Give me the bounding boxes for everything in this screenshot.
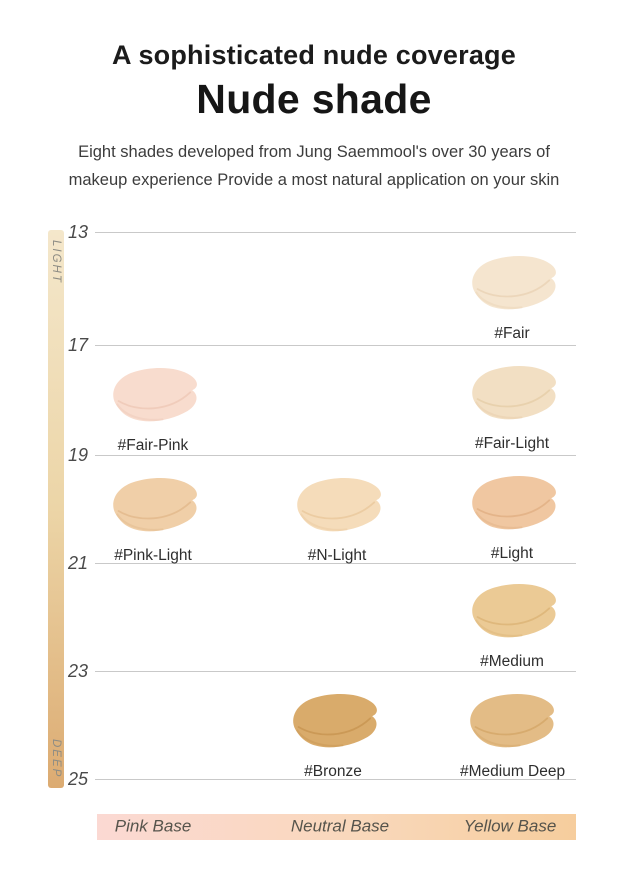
makeup-smear-icon	[472, 584, 556, 638]
gridline-25	[95, 779, 576, 780]
shade-label-pink-light: #Pink-Light	[114, 547, 192, 564]
shade-label-light: #Light	[490, 545, 534, 562]
gridline-21	[95, 563, 576, 564]
subtitle-line-2: makeup experience Provide a most natural…	[68, 171, 560, 189]
depth-tick-21: 21	[67, 553, 88, 573]
depth-axis-deep-label: DEEP	[50, 738, 62, 778]
depth-tick-23: 23	[67, 661, 88, 681]
page-title: Nude shade	[196, 76, 432, 122]
depth-tick-19: 19	[67, 445, 88, 465]
makeup-smear-icon	[297, 478, 381, 532]
depth-tick-25: 25	[67, 769, 88, 789]
gridline-19	[95, 455, 576, 456]
makeup-smear-icon	[293, 694, 377, 748]
makeup-smear-icon	[472, 366, 556, 420]
subtitle-line-1: Eight shades developed from Jung Saemmoo…	[78, 143, 550, 161]
base-axis-bar: Pink Base Neutral Base Yellow Base	[97, 814, 576, 840]
shade-label-fair-pink: #Fair-Pink	[117, 437, 189, 454]
shade-swatch-medium: #Medium	[462, 578, 562, 671]
shade-swatch-bronze: #Bronze	[283, 688, 383, 781]
shade-swatch-fair-pink: #Fair-Pink	[103, 362, 203, 455]
gridline-17	[95, 345, 576, 346]
shade-swatch-fair-light: #Fair-Light	[462, 360, 562, 453]
base-label-yellow: Yellow Base	[463, 816, 557, 836]
shade-swatch-pink-light: #Pink-Light	[103, 472, 203, 565]
shade-label-bronze: #Bronze	[304, 763, 362, 780]
gridline-13	[95, 232, 576, 233]
gridline-23	[95, 671, 576, 672]
makeup-smear-icon	[113, 478, 197, 532]
shade-swatch-light: #Light	[462, 470, 562, 563]
tagline: A sophisticated nude coverage	[112, 40, 516, 70]
depth-tick-17: 17	[67, 335, 88, 355]
makeup-smear-icon	[472, 476, 556, 530]
shade-swatch-n-light: #N-Light	[287, 472, 387, 565]
shade-swatch-fair: #Fair	[462, 250, 562, 343]
base-label-neutral: Neutral Base	[290, 816, 390, 836]
subtitle: Eight shades developed from Jung Saemmoo…	[44, 138, 584, 194]
depth-axis-light-label: LIGHT	[50, 240, 62, 284]
shade-label-medium-deep: #Medium Deep	[460, 763, 566, 780]
depth-axis-bar: LIGHT DEEP	[48, 230, 64, 788]
makeup-smear-icon	[472, 256, 556, 310]
shade-label-n-light: #N-Light	[307, 547, 367, 564]
shade-label-fair: #Fair	[494, 325, 530, 342]
depth-tick-13: 13	[67, 222, 88, 242]
shade-label-fair-light: #Fair-Light	[474, 435, 550, 452]
base-label-pink: Pink Base	[114, 816, 192, 836]
makeup-smear-icon	[470, 694, 554, 748]
makeup-smear-icon	[113, 368, 197, 422]
shade-swatch-medium-deep: #Medium Deep	[460, 688, 566, 781]
shade-label-medium: #Medium	[480, 653, 544, 670]
